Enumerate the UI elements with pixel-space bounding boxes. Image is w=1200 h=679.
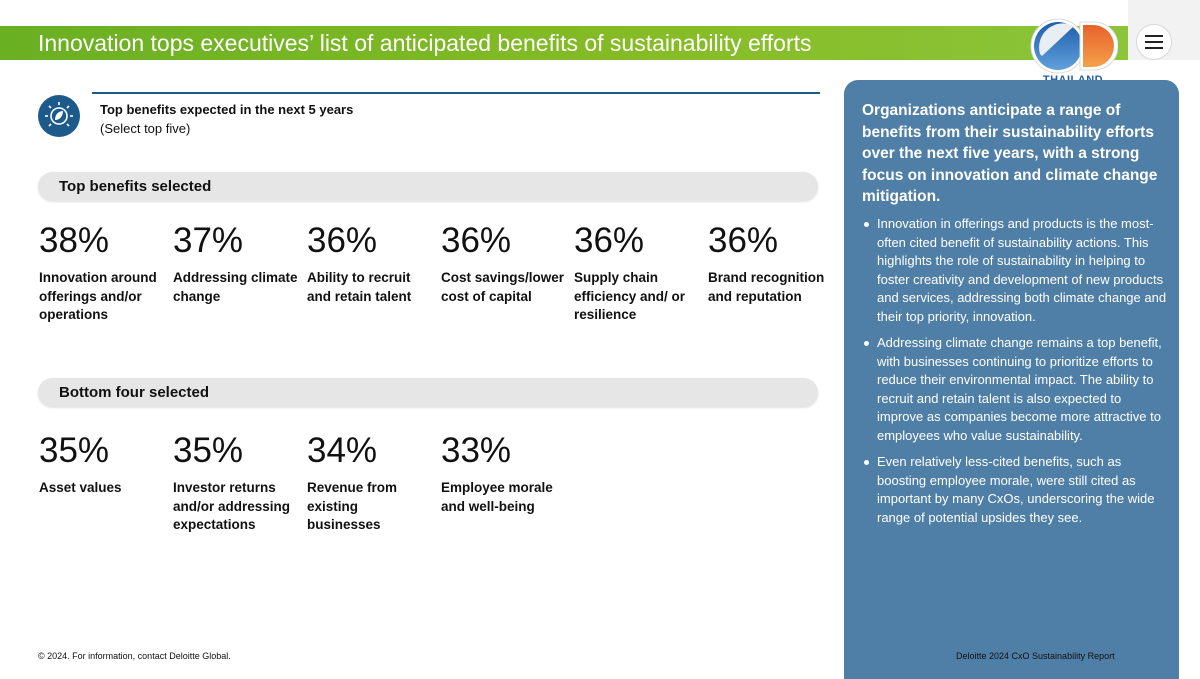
stat-item: 36% Supply chain efficiency and/ or resi…	[574, 222, 702, 325]
stat-item: 34% Revenue from existing businesses	[307, 432, 435, 535]
stat-item: 35% Investor returns and/or addressing e…	[173, 432, 301, 535]
stat-label: Addressing climate change	[173, 270, 298, 304]
copyright-footer: © 2024. For information, contact Deloitt…	[38, 651, 231, 661]
stat-value: 36%	[574, 221, 645, 260]
stat-label: Supply chain efficiency and/ or resilien…	[574, 270, 686, 322]
stat-label: Employee morale and well-being	[441, 480, 553, 514]
top-benefits-label: Top benefits selected	[59, 178, 212, 195]
hamburger-menu-icon	[1145, 41, 1163, 43]
summary-bullets: Innovation in offerings and products is …	[862, 215, 1167, 535]
stat-item: 38% Innovation around offerings and/or o…	[39, 222, 167, 325]
stat-value: 36%	[307, 221, 378, 260]
stat-label: Brand recognition and reputation	[708, 270, 825, 304]
stat-item: 35% Asset values	[39, 432, 167, 498]
summary-bullet: Addressing climate change remains a top …	[862, 334, 1167, 445]
stat-value: 35%	[39, 431, 110, 470]
stat-value: 36%	[441, 221, 512, 260]
stat-value: 34%	[307, 431, 378, 470]
lightbulb-leaf-icon	[38, 95, 80, 137]
summary-bullet: Innovation in offerings and products is …	[862, 215, 1167, 326]
stat-value: 37%	[173, 221, 244, 260]
hamburger-menu-icon	[1145, 35, 1163, 37]
bottom-four-label: Bottom four selected	[59, 384, 210, 401]
sd-thailand-logo[interactable]: THAILAND	[1028, 14, 1119, 94]
stat-label: Innovation around offerings and/or opera…	[39, 270, 157, 322]
summary-bullet: Even relatively less-cited benefits, suc…	[862, 453, 1167, 527]
stat-item: 36% Ability to recruit and retain talent	[307, 222, 435, 306]
menu-button[interactable]	[1136, 24, 1172, 60]
stat-label: Ability to recruit and retain talent	[307, 270, 412, 304]
stat-item: 33% Employee morale and well-being	[441, 432, 569, 516]
logo-graphic	[1030, 18, 1119, 74]
stat-value: 38%	[39, 221, 110, 260]
stat-label: Asset values	[39, 480, 122, 495]
stat-label: Revenue from existing businesses	[307, 480, 398, 532]
top-benefits-pill: Top benefits selected	[38, 172, 818, 201]
section-subheading: (Select top five)	[100, 121, 191, 136]
summary-lead: Organizations anticipate a range of bene…	[862, 102, 1158, 205]
stat-value: 33%	[441, 431, 512, 470]
hamburger-menu-icon	[1145, 47, 1163, 49]
report-footer: Deloitte 2024 CxO Sustainability Report	[956, 651, 1115, 661]
summary-panel	[844, 80, 1179, 679]
stat-label: Investor returns and/or addressing expec…	[173, 480, 291, 532]
stat-item: 36% Cost savings/lower cost of capital	[441, 222, 569, 306]
stat-item: 36% Brand recognition and reputation	[708, 222, 836, 306]
page-title: Innovation tops executives’ list of anti…	[38, 30, 812, 56]
title-bar: Innovation tops executives’ list of anti…	[0, 26, 1200, 60]
stat-label: Cost savings/lower cost of capital	[441, 270, 565, 304]
stat-item: 37% Addressing climate change	[173, 222, 301, 306]
section-heading: Top benefits expected in the next 5 year…	[100, 102, 354, 117]
bottom-four-pill: Bottom four selected	[38, 378, 818, 407]
header-divider	[92, 92, 820, 94]
stat-value: 36%	[708, 221, 779, 260]
stat-value: 35%	[173, 431, 244, 470]
